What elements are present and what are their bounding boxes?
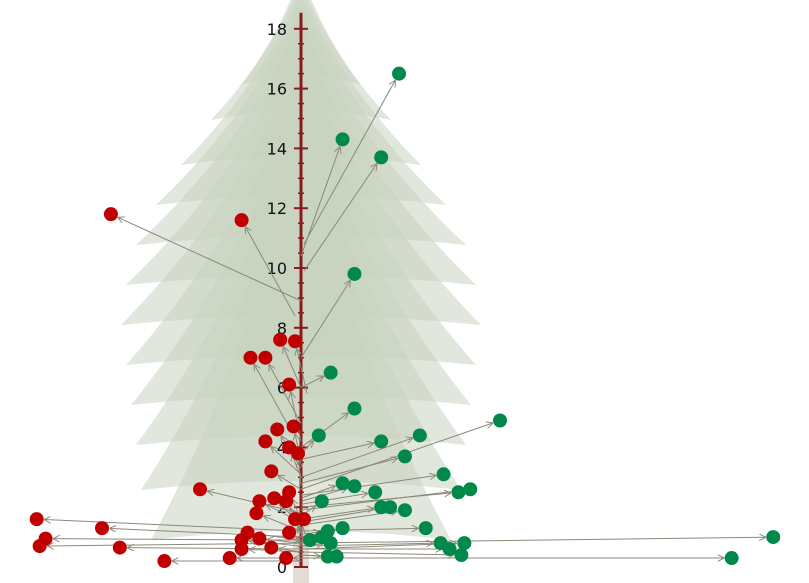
point-left bbox=[252, 494, 267, 509]
point-right bbox=[347, 401, 362, 416]
point-right bbox=[323, 365, 338, 380]
point-left bbox=[112, 540, 127, 555]
arrow-right bbox=[300, 509, 382, 523]
point-left bbox=[279, 551, 294, 566]
y-tick-label: 4 bbox=[277, 438, 287, 457]
arrow-left bbox=[297, 349, 308, 394]
point-right bbox=[436, 467, 451, 482]
arrow-right bbox=[303, 164, 377, 272]
point-left bbox=[286, 419, 301, 434]
arrow-right bbox=[300, 494, 367, 505]
point-layer bbox=[29, 66, 781, 569]
arrow-left bbox=[110, 528, 302, 538]
point-right bbox=[412, 428, 427, 443]
arrow-left bbox=[301, 527, 303, 538]
y-tick-label: 14 bbox=[267, 139, 287, 158]
arrow-left bbox=[299, 461, 301, 487]
point-right bbox=[766, 530, 781, 545]
point-left bbox=[291, 446, 306, 461]
point-right bbox=[454, 548, 469, 563]
point-right bbox=[347, 479, 362, 494]
arrow-right bbox=[303, 81, 395, 245]
point-left bbox=[273, 332, 288, 347]
point-left bbox=[234, 213, 249, 228]
arrow-right bbox=[300, 443, 373, 460]
y-tick-label: 16 bbox=[267, 80, 287, 99]
point-left bbox=[222, 551, 237, 566]
arrow-right bbox=[300, 281, 350, 358]
point-right bbox=[314, 494, 329, 509]
arrow-right bbox=[300, 508, 373, 520]
y-tick-label: 0 bbox=[277, 558, 287, 577]
point-right bbox=[302, 533, 317, 548]
point-left bbox=[270, 422, 285, 437]
point-right bbox=[323, 536, 338, 551]
point-right bbox=[335, 521, 350, 536]
point-right bbox=[335, 476, 350, 491]
point-left bbox=[279, 494, 294, 509]
point-right bbox=[374, 150, 389, 165]
arrow-left bbox=[271, 447, 302, 475]
y-tick-label: 8 bbox=[277, 319, 287, 338]
point-left bbox=[157, 554, 172, 569]
point-left bbox=[243, 350, 258, 365]
point-right bbox=[347, 266, 362, 281]
point-left bbox=[264, 464, 279, 479]
point-right bbox=[457, 536, 472, 551]
point-left bbox=[267, 491, 282, 506]
point-right bbox=[442, 542, 457, 557]
point-left bbox=[193, 482, 208, 497]
arrow-right bbox=[300, 438, 412, 478]
point-left bbox=[264, 540, 279, 555]
y-tick-label: 12 bbox=[267, 199, 287, 218]
point-left bbox=[249, 506, 264, 521]
point-left bbox=[29, 512, 44, 527]
arrow-left bbox=[118, 218, 302, 302]
point-left bbox=[258, 434, 273, 449]
y-axis: 024681012141618 bbox=[267, 12, 308, 577]
point-right bbox=[397, 503, 412, 518]
point-left bbox=[296, 512, 311, 527]
arrow-right bbox=[300, 486, 335, 499]
arrow-right bbox=[300, 475, 436, 496]
arrow-left bbox=[279, 549, 302, 552]
point-right bbox=[397, 449, 412, 464]
arrow-right bbox=[300, 543, 433, 546]
point-right bbox=[418, 521, 433, 536]
arrow-left bbox=[45, 520, 302, 532]
arrow-left bbox=[283, 347, 302, 388]
point-right bbox=[368, 485, 383, 500]
arrow-left bbox=[246, 227, 296, 317]
point-left bbox=[234, 542, 249, 557]
arrow-right bbox=[300, 147, 340, 257]
point-right bbox=[374, 434, 389, 449]
point-right bbox=[392, 66, 407, 81]
point-right bbox=[335, 132, 350, 147]
y-tick-label: 18 bbox=[267, 20, 287, 39]
arrow-right bbox=[300, 376, 324, 389]
arrow-left bbox=[254, 365, 293, 433]
arrow-left bbox=[278, 475, 302, 490]
point-right bbox=[451, 485, 466, 500]
point-right bbox=[383, 500, 398, 515]
point-left bbox=[32, 539, 47, 554]
point-left bbox=[258, 350, 273, 365]
arrow-right bbox=[300, 490, 462, 511]
point-right bbox=[724, 551, 739, 566]
point-right bbox=[492, 413, 507, 428]
point-left bbox=[103, 207, 118, 222]
point-right bbox=[311, 428, 326, 443]
point-left bbox=[282, 525, 297, 540]
arrow-right bbox=[300, 537, 765, 544]
point-left bbox=[288, 334, 303, 349]
point-right bbox=[329, 549, 344, 564]
point-right bbox=[463, 482, 478, 497]
point-left bbox=[252, 531, 267, 546]
point-left bbox=[282, 377, 297, 392]
arrow-right bbox=[300, 458, 397, 484]
y-tick-label: 10 bbox=[267, 259, 287, 278]
point-left bbox=[95, 521, 110, 536]
